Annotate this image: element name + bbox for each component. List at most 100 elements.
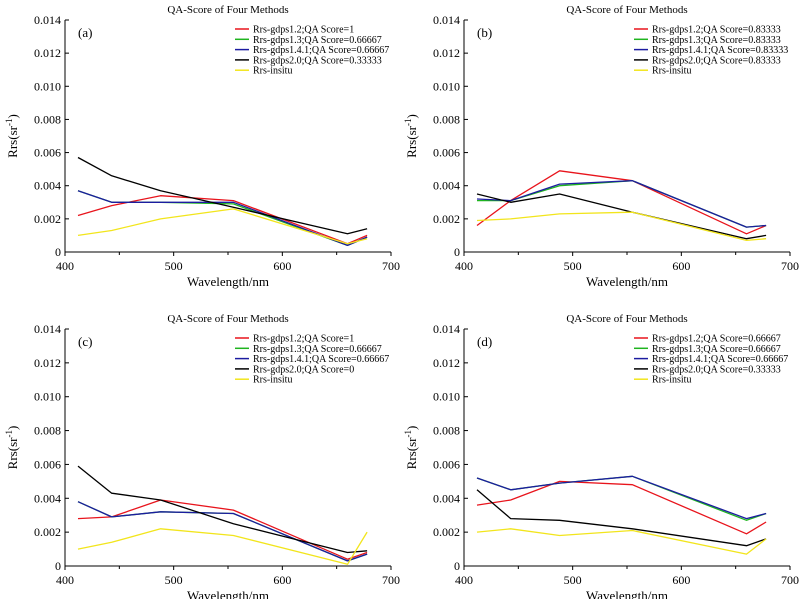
legend-entry: Rrs-gdps1.3;QA Score=0.66667 [253, 344, 382, 355]
chart-panel: QA-Score of Four Methods 0 0.002 0.004 0.006… [4, 4, 400, 289]
y-tick-label: 0.006 [34, 146, 61, 160]
legend-entry: Rrs-insitu [652, 375, 691, 386]
series-line-1 [77, 499, 368, 560]
y-tick-label: 0.002 [433, 212, 460, 226]
series-line-3 [77, 501, 368, 562]
x-tick-label: 500 [564, 573, 582, 587]
y-axis-label-superscript: -1 [4, 430, 14, 438]
x-axis-label: Wavelength/nm [586, 588, 668, 599]
series-line-4 [476, 489, 767, 547]
chart-title: QA-Score of Four Methods [167, 313, 288, 325]
series-line-4 [476, 193, 767, 240]
y-axis-label: Rrs(sr-1) [4, 426, 20, 470]
y-tick-label: 0.002 [34, 212, 61, 226]
y-tick-label: 0.008 [34, 112, 61, 126]
series-line-5 [476, 211, 767, 242]
x-tick-label: 600 [273, 259, 291, 273]
series-line-5 [476, 528, 767, 555]
y-tick-label: 0.008 [433, 112, 460, 126]
x-axis-label: Wavelength/nm [187, 274, 269, 289]
series-line-5 [77, 528, 368, 565]
chart-panel: QA-Score of Four Methods 0 0.002 0.004 0.006… [403, 4, 799, 289]
panel-label: (d) [477, 334, 492, 349]
y-tick-label: 0.004 [34, 179, 61, 193]
chart-title: QA-Score of Four Methods [566, 4, 687, 16]
y-tick-label: 0.014 [34, 322, 61, 336]
y-tick-label: 0.006 [433, 457, 460, 471]
y-axis-label: Rrs(sr-1) [4, 114, 20, 158]
x-tick-label: 600 [672, 573, 690, 587]
panel-label: (c) [78, 334, 92, 349]
chart-title: QA-Score of Four Methods [167, 4, 288, 16]
legend-entry: Rrs-gdps1.2;QA Score=1 [253, 334, 354, 345]
y-tick-label: 0.014 [433, 13, 460, 27]
y-axis-label-superscript: -1 [403, 119, 413, 127]
x-axis-label: Wavelength/nm [187, 588, 269, 599]
x-tick-label: 600 [273, 573, 291, 587]
series-line-1 [476, 170, 767, 235]
legend-entry: Rrs-gdps1.4.1;QA Score=0.66667 [652, 354, 788, 365]
y-tick-label: 0 [55, 245, 61, 259]
y-axis-label-text: Rrs(sr [404, 437, 419, 469]
y-axis-label-superscript: -1 [4, 119, 14, 127]
y-tick-label: 0.012 [433, 356, 460, 370]
series-line-3 [476, 475, 767, 520]
series-line-5 [77, 208, 368, 245]
x-tick-label: 400 [455, 573, 473, 587]
series-line-4 [77, 156, 368, 235]
series-line-2 [477, 180, 767, 228]
legend-entry: Rrs-gdps1.2;QA Score=0.83333 [652, 25, 781, 36]
legend-entry: Rrs-gdps1.4.1;QA Score=0.83333 [652, 45, 788, 56]
x-tick-label: 700 [382, 259, 400, 273]
y-tick-label: 0.002 [433, 525, 460, 539]
x-tick-label: 500 [564, 259, 582, 273]
y-tick-label: 0.006 [433, 146, 460, 160]
legend-entry: Rrs-gdps2.0;QA Score=0.33333 [253, 55, 382, 66]
y-axis-label-paren: ) [404, 114, 419, 118]
x-tick-label: 500 [165, 259, 183, 273]
y-tick-label: 0.014 [34, 13, 61, 27]
y-tick-label: 0 [454, 245, 460, 259]
x-tick-label: 400 [56, 573, 74, 587]
legend-entry: Rrs-gdps2.0;QA Score=0.83333 [652, 55, 781, 66]
x-tick-label: 500 [165, 573, 183, 587]
x-tick-label: 400 [56, 259, 74, 273]
y-tick-label: 0.004 [34, 491, 61, 505]
series-line-1 [476, 480, 767, 535]
legend-entry: Rrs-gdps1.2;QA Score=1 [253, 25, 354, 36]
y-tick-label: 0.012 [34, 46, 61, 60]
y-axis-label-text: Rrs(sr [5, 125, 20, 157]
x-axis-label: Wavelength/nm [586, 274, 668, 289]
y-tick-label: 0 [454, 559, 460, 573]
legend-entry: Rrs-gdps1.4.1;QA Score=0.66667 [253, 354, 389, 365]
y-tick-label: 0.008 [34, 424, 61, 438]
y-tick-label: 0.014 [433, 322, 460, 336]
x-tick-label: 700 [781, 259, 799, 273]
y-axis-label-text: Rrs(sr [5, 437, 20, 469]
x-tick-label: 600 [672, 259, 690, 273]
panel-label: (a) [78, 25, 92, 40]
y-axis-label: Rrs(sr-1) [403, 426, 419, 470]
y-tick-label: 0.010 [433, 390, 460, 404]
y-tick-label: 0.002 [34, 525, 61, 539]
y-axis-label-text: Rrs(sr [404, 125, 419, 157]
y-tick-label: 0.010 [34, 79, 61, 93]
y-axis-label-superscript: -1 [403, 430, 413, 438]
legend-entry: Rrs-gdps1.2;QA Score=0.66667 [652, 334, 781, 345]
panel-label: (b) [477, 25, 492, 40]
legend-entry: Rrs-insitu [253, 375, 292, 386]
y-tick-label: 0 [55, 559, 61, 573]
chart-panel: QA-Score of Four Methods 0 0.002 0.004 0.006… [403, 313, 799, 599]
series-line-2 [77, 190, 368, 247]
y-tick-label: 0.004 [433, 179, 460, 193]
series-line-4 [77, 465, 368, 554]
x-tick-label: 700 [382, 573, 400, 587]
chart-panel: QA-Score of Four Methods 0 0.002 0.004 0.006… [4, 313, 400, 599]
legend-entry: Rrs-gdps1.3;QA Score=0.66667 [253, 35, 382, 46]
legend-entry: Rrs-gdps1.3;QA Score=0.83333 [652, 35, 781, 46]
series-line-2 [77, 501, 368, 562]
y-axis-label-paren: ) [5, 426, 20, 430]
legend-entry: Rrs-gdps2.0;QA Score=0 [253, 364, 354, 375]
y-tick-label: 0.010 [34, 390, 61, 404]
